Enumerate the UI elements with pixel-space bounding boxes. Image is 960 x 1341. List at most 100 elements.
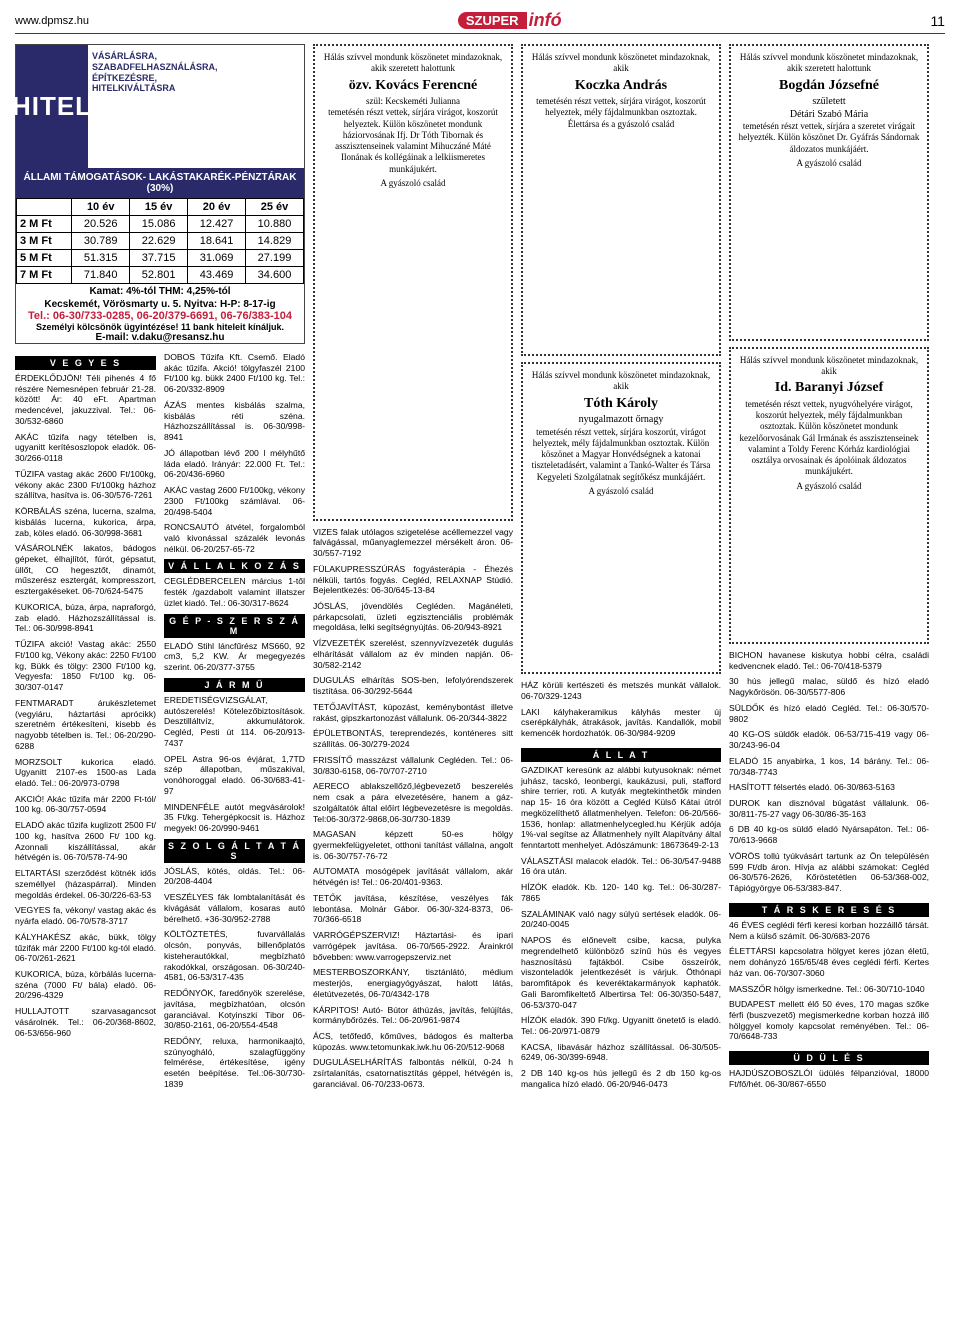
obit-sub: nyugalmazott őrnagy — [529, 414, 713, 427]
hitel-cell: 7 M Ft — [17, 267, 72, 284]
hitel-cell: 52.801 — [130, 267, 188, 284]
classified-ad: FENTMARADT árukészletemet (vegyiáru, ház… — [15, 698, 156, 752]
classified-ad: BICHON havanese kiskutya hobbi célra, cs… — [729, 650, 929, 671]
brand-pill: SZUPER — [458, 12, 527, 29]
classified-ad: VÁLASZTÁSI malacok eladók. Tel.: 06-30/5… — [521, 856, 721, 877]
classified-ad: SZALÁMINAK való nagy súlyú sertések elad… — [521, 909, 721, 930]
hitel-col — [17, 199, 72, 216]
hitel-cell: 43.469 — [188, 267, 246, 284]
classified-ad: JÓSLÁS, kötés, oldás. Tel.: 06-20/208-44… — [164, 866, 305, 887]
classified-ad: GAZDIKAT keresünk az alábbi kutyusoknak:… — [521, 765, 721, 851]
classified-ad: AKÁC vastag 2600 Ft/100kg, vékony 2300 F… — [164, 485, 305, 517]
hitel-kamat: Kamat: 4%-tól THM: 4,25%-tól — [16, 284, 304, 299]
hitel-cell: 14.829 — [246, 233, 304, 250]
hitel-cell: 10.880 — [246, 216, 304, 233]
classified-ad: TETŐJAVÍTÁST, kúpozást, keménybontást il… — [313, 702, 513, 723]
section-vallalkozas: V Á L L A L K O Z Á S — [164, 559, 305, 573]
site-url: www.dpmsz.hu — [15, 15, 89, 27]
section-allat: Á L L A T — [521, 748, 721, 762]
hitel-cell: 18.641 — [188, 233, 246, 250]
classified-ad: JÓ állapotban lévő 200 l mélyhűtő láda e… — [164, 448, 305, 480]
brand: SZUPER infó — [458, 10, 562, 31]
classified-ad: 6 DB 40 kg-os süldő eladó Nyársapáton. T… — [729, 824, 929, 845]
obit-sign: A gyászoló család — [321, 178, 505, 189]
classified-ad: ÉLETTÁRSI kapcsolatra hölgyet keres józa… — [729, 946, 929, 978]
classified-ad: ÁCS, tetőfedő, kőműves, bádogos és malte… — [313, 1031, 513, 1052]
hitel-cell: 2 M Ft — [17, 216, 72, 233]
classified-ad: ELTARTÁSI szerződést kötnék idős személl… — [15, 868, 156, 900]
classified-ad: ELADÓ Stihl láncfűrész MS660, 92 cm3, 5,… — [164, 641, 305, 673]
hitel-cell: 30.789 — [72, 233, 130, 250]
obit-lead: Hálás szívvel mondunk köszönetet mindazo… — [737, 52, 921, 75]
obit-body: temetésén részt vettek, nyugvóhelyére vi… — [737, 399, 921, 478]
obit-lead: Hálás szívvel mondunk köszönetet mindazo… — [529, 370, 713, 393]
classified-ad: VÁSÁROLNÉK lakatos, bádogos gépeket, élh… — [15, 543, 156, 597]
hitel-cell: 71.840 — [72, 267, 130, 284]
classified-ad: FRISSÍTŐ masszázst vállalunk Cegléden. T… — [313, 755, 513, 776]
classified-ad: HAJDÚSZOBOSZLÓI üdülés félpanzióval, 180… — [729, 1068, 929, 1089]
classified-ad: NAPOS és előnevelt csibe, kacsa, pulyka … — [521, 935, 721, 1010]
section-udules: Ü D Ü L É S — [729, 1051, 929, 1065]
classified-ad: AKÁC tűzifa nagy tételben is, ugyanitt k… — [15, 432, 156, 464]
obit-lead: Hálás szívvel mondunk köszönetet mindazo… — [529, 52, 713, 75]
classified-ad: RONCSAUTÓ átvétel, forgalomból való kivo… — [164, 522, 305, 554]
classified-ad: AUTOMATA mosógépek javítását vállalom, a… — [313, 866, 513, 887]
page-number: 11 — [930, 13, 945, 29]
classified-ad: SÜLDŐK és hízó eladó Cegléd. Tel.: 06-30… — [729, 703, 929, 724]
classified-ad: OPEL Astra 96-os évjárat, 1,7TD szép áll… — [164, 754, 305, 797]
obit-body: temetésén részt vettek, sírjára koszorút… — [529, 427, 713, 483]
classified-ad: VEGYES fa, vékony/ vastag akác és nyárfa… — [15, 905, 156, 926]
classified-ad: VÖRÖS tollú tyúkvásárt tartunk az Ön tel… — [729, 851, 929, 894]
hitel-cell: 34.600 — [246, 267, 304, 284]
classified-ad: KÖLTÖZTETÉS, fuvarvállalás olcsón, ponyv… — [164, 929, 305, 983]
classified-ad: HÍZÓK eladók. Kb. 120- 140 kg. Tel.: 06-… — [521, 882, 721, 903]
brand-info: infó — [529, 10, 562, 31]
hitel-cell: 51.315 — [72, 250, 130, 267]
classified-ad: KÁLYHAKÉSZ akác, bükk, tölgy tűzifák már… — [15, 932, 156, 964]
classified-ad: CEGLÉDBERCELEN március 1-től festék /gaz… — [164, 576, 305, 608]
hitel-slogan: VÁSÁRLÁSRA, SZABADFELHASZNÁLÁSRA, ÉPÍTKE… — [92, 51, 300, 94]
hitel-email: E-mail: v.daku@resansz.hu — [16, 332, 304, 343]
classified-ad: 30 hús jellegű malac, süldő és hízó elad… — [729, 676, 929, 697]
classified-ad: DUROK kan disznóval búgatást vállalunk. … — [729, 798, 929, 819]
obit-name: Koczka András — [529, 77, 713, 95]
obit-sub: született Détári Szabó Mária — [737, 96, 921, 121]
classified-ad: 46 ÉVES ceglédi férfi keresi korban hozz… — [729, 920, 929, 941]
obit-name: Id. Baranyi József — [737, 379, 921, 397]
classified-ad: LAKI kályhakeramikus kályhás mester új c… — [521, 707, 721, 739]
hitel-cell: 3 M Ft — [17, 233, 72, 250]
obituary: Hálás szívvel mondunk köszönetet mindazo… — [729, 347, 929, 644]
classified-ad: KUKORICA, búza, körbálás lucerna- széna … — [15, 969, 156, 1001]
obit-lead: Hálás szívvel mondunk köszönetet mindazo… — [321, 52, 505, 75]
classified-ad: 40 KG-OS süldők eladók. 06-53/715-419 va… — [729, 729, 929, 750]
hitel-ad: HITEL VÁSÁRLÁSRA, SZABADFELHASZNÁLÁSRA, … — [15, 44, 305, 344]
hitel-col: 10 év — [72, 199, 130, 216]
hitel-title: HITEL — [12, 91, 92, 122]
obituary: Hálás szívvel mondunk köszönetet mindazo… — [729, 44, 929, 341]
hitel-cell: 31.069 — [188, 250, 246, 267]
hitel-small: Személyi kölcsönök ügyintézése! 11 bank … — [16, 322, 304, 332]
hitel-cell: 5 M Ft — [17, 250, 72, 267]
classified-ad: TŰZIFA akció! Vastag akác: 2550 Ft/100 k… — [15, 639, 156, 693]
classified-ad: JÓSLÁS, jövendölés Cegléden. Magánéleti,… — [313, 601, 513, 633]
section-jarmu: J Á R M Ű — [164, 678, 305, 692]
classified-ad: TŰZIFA vastag akác 2600 Ft/100kg, vékony… — [15, 469, 156, 501]
classified-ad: HULLAJTOTT szarvasagancsot vásárolnék. T… — [15, 1006, 156, 1038]
classified-ad: TETŐK javítása, készítése, veszélyes fák… — [313, 893, 513, 925]
section-vegyes: V E G Y E S — [15, 356, 156, 370]
classified-ad: ÉRDEKLŐDJÖN! Téli pihenés 4 fő részére N… — [15, 373, 156, 427]
obit-sign: A gyászoló család — [737, 481, 921, 492]
classified-ad: REDŐNYÖK, faredőnyök szerelése, javítása… — [164, 988, 305, 1031]
hitel-cell: 12.427 — [188, 216, 246, 233]
obituary: Hálás szívvel mondunk köszönetet mindazo… — [521, 44, 721, 356]
classified-ad: HÍZÓK eladók. 390 Ft/kg. Ugyanitt önetet… — [521, 1015, 721, 1036]
classified-ad: MAGASAN képzett 50-es hölgy gyermekfelüg… — [313, 829, 513, 861]
section-gepszerszam: G É P - S Z E R S Z Á M — [164, 614, 305, 638]
classified-ad: AKCIÓ! Akác tűzifa már 2200 Ft-tól/ 100 … — [15, 794, 156, 815]
classified-ad: HÁZ körüli kertészeti és metszés munkát … — [521, 680, 721, 701]
obit-lead: Hálás szívvel mondunk köszönetet mindazo… — [737, 355, 921, 378]
classified-ad: KACSA, libavásár házhoz szállítással. 06… — [521, 1042, 721, 1063]
obit-sign: A gyászoló család — [737, 158, 921, 169]
section-szolgaltatas: S Z O L G Á L T A T Á S — [164, 839, 305, 863]
classified-ad: KÁRPITOS! Autó- Bútor áthúzás, javítás, … — [313, 1005, 513, 1026]
